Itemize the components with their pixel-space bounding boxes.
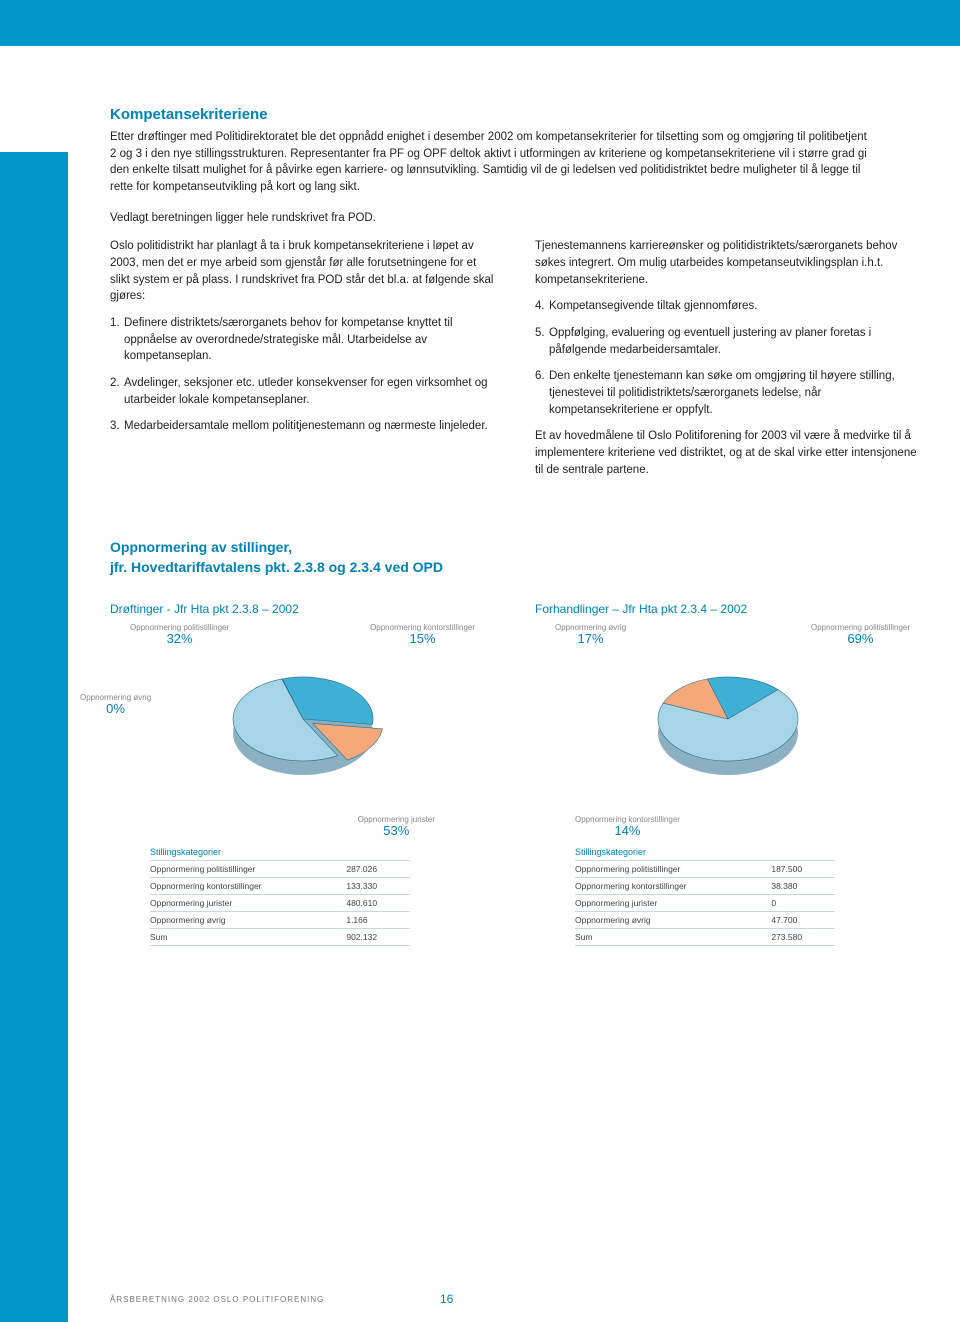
table-row: Oppnormering politistillinger287.026 [150,860,410,877]
chart2-label-ovrig: Oppnormering øvrig 17% [555,624,626,647]
footer-text: ÅRSBERETNING 2002 OSLO POLITIFORENING [110,1295,324,1304]
pie-chart-2 [628,649,828,809]
chart-block-2: Forhandlinger – Jfr Hta pkt 2.3.4 – 2002… [535,602,920,946]
left-band [0,152,68,1322]
list-item: 6.Den enkelte tjenestemann kan søke om o… [535,368,920,418]
chart2-title: Forhandlinger – Jfr Hta pkt 2.3.4 – 2002 [535,602,920,616]
chart2-label-politi: Oppnormering politistillinger 69% [811,624,910,647]
chart1-label-politi: Oppnormering politistillinger 32% [130,624,229,647]
charts-row: Drøftinger - Jfr Hta pkt 2.3.8 – 2002 Op… [110,602,920,946]
chart1-label-kontor: Oppnormering kontorstillinger 15% [370,624,475,647]
list-item: 5.Oppfølging, evaluering og eventuell ju… [535,325,920,358]
table-row: Oppnormering kontorstillinger38.380 [575,877,835,894]
page-header: LØNNSARBEID I 2002 [110,74,353,91]
sub-intro: Vedlagt beretningen ligger hele rundskri… [110,210,920,227]
chart2-label-kontor: Oppnormering kontorstillinger 14% [575,816,680,839]
table-row: Sum902.132 [150,928,410,945]
table-header: Stillingskategorier [150,844,410,861]
table-row: Oppnormering kontorstillinger133.330 [150,877,410,894]
right-para-2: Et av hovedmålene til Oslo Politiforenin… [535,428,920,478]
table-row: Oppnormering jurister480.610 [150,894,410,911]
chart1-pie: Oppnormering politistillinger 32% Oppnor… [110,624,495,834]
list-item: 1.Definere distriktets/særorganets behov… [110,315,495,365]
chart2-pie: Oppnormering øvrig 17% Oppnormering poli… [535,624,920,834]
right-column: Tjenestemannens karriereønsker og politi… [535,238,920,488]
right-para-1: Tjenestemannens karriereønsker og politi… [535,238,920,288]
two-column-body: Oslo politidistrikt har planlagt å ta i … [110,238,920,488]
chart2-table: Stillingskategorier Oppnormering politis… [575,844,835,946]
left-para-1: Oslo politidistrikt har planlagt å ta i … [110,238,495,305]
list-item: 3.Medarbeidersamtale mellom polititjenes… [110,418,495,435]
chart1-title: Drøftinger - Jfr Hta pkt 2.3.8 – 2002 [110,602,495,616]
page-content: LØNNSARBEID I 2002 Kompetansekriteriene … [0,106,960,1322]
table-header: Stillingskategorier [575,844,835,861]
chart1-label-ovrig: Oppnormering øvrig 0% [80,694,151,717]
top-band [0,0,960,46]
section-title-oppnormering: Oppnormering av stillinger,jfr. Hovedtar… [110,538,920,577]
table-row: Oppnormering jurister0 [575,894,835,911]
pie-chart-1 [203,649,403,809]
chart1-table: Stillingskategorier Oppnormering politis… [150,844,410,946]
table-row: Oppnormering politistillinger187.500 [575,860,835,877]
intro-paragraph: Etter drøftinger med Politidirektoratet … [110,129,870,196]
chart1-label-jurist: Oppnormering jurister 53% [358,816,435,839]
page-number: 16 [440,1292,453,1306]
list-item: 4.Kompetansegivende tiltak gjennomføres. [535,298,920,315]
table-row: Sum273.580 [575,928,835,945]
list-item: 2.Avdelinger, seksjoner etc. utleder kon… [110,375,495,408]
left-column: Oslo politidistrikt har planlagt å ta i … [110,238,495,488]
table-row: Oppnormering øvrig47.700 [575,911,835,928]
section-title-kompetanse: Kompetansekriteriene [110,106,920,123]
table-row: Oppnormering øvrig1.166 [150,911,410,928]
chart-block-1: Drøftinger - Jfr Hta pkt 2.3.8 – 2002 Op… [110,602,495,946]
